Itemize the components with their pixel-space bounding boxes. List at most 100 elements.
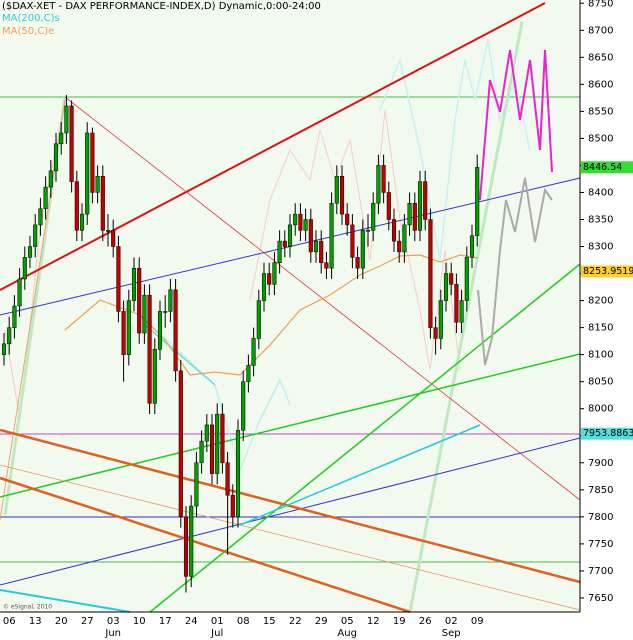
candle-body xyxy=(282,240,287,247)
trend-line xyxy=(0,464,581,611)
x-tick-label: 29 xyxy=(315,616,328,627)
candle-body xyxy=(433,327,438,339)
y-tick-label: 8550 xyxy=(588,106,613,117)
candle-body xyxy=(438,300,443,339)
candle-body xyxy=(168,289,173,312)
y-tick-label: 8600 xyxy=(588,79,613,90)
price-tag xyxy=(581,265,633,278)
legend-entry: MA(50,C)e xyxy=(2,26,54,37)
candle-body xyxy=(220,413,225,464)
trend-line xyxy=(239,424,481,526)
candle-body xyxy=(27,246,33,258)
y-tick-label: 7900 xyxy=(588,458,613,469)
candle-body xyxy=(85,132,90,215)
candle-body xyxy=(293,213,298,226)
candle-body xyxy=(412,203,417,231)
candle-body xyxy=(157,311,163,350)
candle-body xyxy=(163,311,168,313)
x-tick-label: 03 xyxy=(107,616,120,627)
candle-body xyxy=(334,175,339,204)
trend-line xyxy=(0,476,411,614)
x-month-label: Sep xyxy=(442,628,461,639)
x-month-label: Aug xyxy=(337,628,357,639)
candle-body xyxy=(272,262,277,285)
candle-body xyxy=(22,257,27,280)
trend-line xyxy=(0,353,581,498)
price-tag xyxy=(581,161,633,174)
y-tick-label: 8650 xyxy=(588,52,613,63)
trend-line xyxy=(149,263,581,613)
x-tick-label: 01 xyxy=(211,616,224,627)
candle-body xyxy=(147,294,152,404)
trend-line xyxy=(144,324,216,386)
y-tick-label: 8050 xyxy=(588,377,613,388)
candle-body xyxy=(391,219,397,242)
candle-body xyxy=(74,181,79,231)
y-tick-label: 8500 xyxy=(588,133,613,144)
candles xyxy=(1,95,480,593)
candle-body xyxy=(142,294,147,334)
candle-body xyxy=(459,300,464,323)
candle-body xyxy=(173,289,178,372)
candle-body xyxy=(126,300,131,355)
y-tick-label: 8100 xyxy=(588,350,613,361)
copyright: © eSignal, 2010 xyxy=(3,604,52,611)
candle-body xyxy=(79,213,85,231)
faded-line xyxy=(249,109,461,371)
candle-body xyxy=(339,175,345,215)
x-tick-label: 02 xyxy=(445,616,458,627)
x-tick-label: 06 xyxy=(3,616,16,627)
candle-body xyxy=(121,311,126,355)
candle-body xyxy=(12,305,17,328)
candle-body xyxy=(381,165,386,193)
y-tick-label: 7750 xyxy=(588,539,613,550)
candle-body xyxy=(313,240,319,253)
candle-body xyxy=(267,273,272,285)
candle-body xyxy=(407,203,412,226)
candle-body xyxy=(48,170,53,188)
candle-body xyxy=(64,105,69,134)
candle-body xyxy=(69,105,74,182)
chart-title: ($DAX-XET - DAX PERFORMANCE-INDEX,D) Dyn… xyxy=(2,1,321,12)
y-tick-label: 7700 xyxy=(588,566,613,577)
price-tag xyxy=(581,427,633,440)
ma50-line xyxy=(64,254,479,376)
projection-line xyxy=(477,177,553,366)
trend-line xyxy=(0,589,131,613)
candle-body xyxy=(251,338,256,366)
x-tick-label: 19 xyxy=(393,616,406,627)
candle-body xyxy=(360,230,365,269)
y-tick-label: 8000 xyxy=(588,404,613,415)
x-tick-label: 13 xyxy=(29,616,42,627)
x-tick-label: 09 xyxy=(471,616,484,627)
candle-body xyxy=(1,343,7,355)
candle-body xyxy=(443,273,449,301)
candle-body xyxy=(95,175,100,193)
candle-body xyxy=(183,516,189,577)
price-tag-label: 7953.88632 xyxy=(583,428,633,439)
price-tag-label: 8253.95199 xyxy=(583,266,633,277)
trend-line xyxy=(0,437,581,586)
x-tick-label: 12 xyxy=(367,616,380,627)
candle-body xyxy=(225,462,230,496)
candle-body xyxy=(324,262,329,269)
candle-body xyxy=(287,224,293,247)
y-tick-label: 7650 xyxy=(588,593,613,604)
projection-line xyxy=(479,49,553,201)
candle-body xyxy=(235,430,241,518)
candle-body xyxy=(256,300,261,339)
candle-body xyxy=(90,132,95,193)
candle-body xyxy=(59,132,64,145)
candle-body xyxy=(464,257,469,301)
legend-entry: MA(200,C)s xyxy=(2,13,60,24)
candle-body xyxy=(298,213,303,231)
trend-line xyxy=(0,428,581,584)
candle-body xyxy=(105,230,111,232)
candle-body xyxy=(428,219,433,328)
candle-body xyxy=(469,235,475,258)
candle-body xyxy=(215,413,220,474)
y-tick-label: 8750 xyxy=(588,0,613,9)
x-tick-label: 15 xyxy=(263,616,276,627)
candle-body xyxy=(230,494,235,518)
